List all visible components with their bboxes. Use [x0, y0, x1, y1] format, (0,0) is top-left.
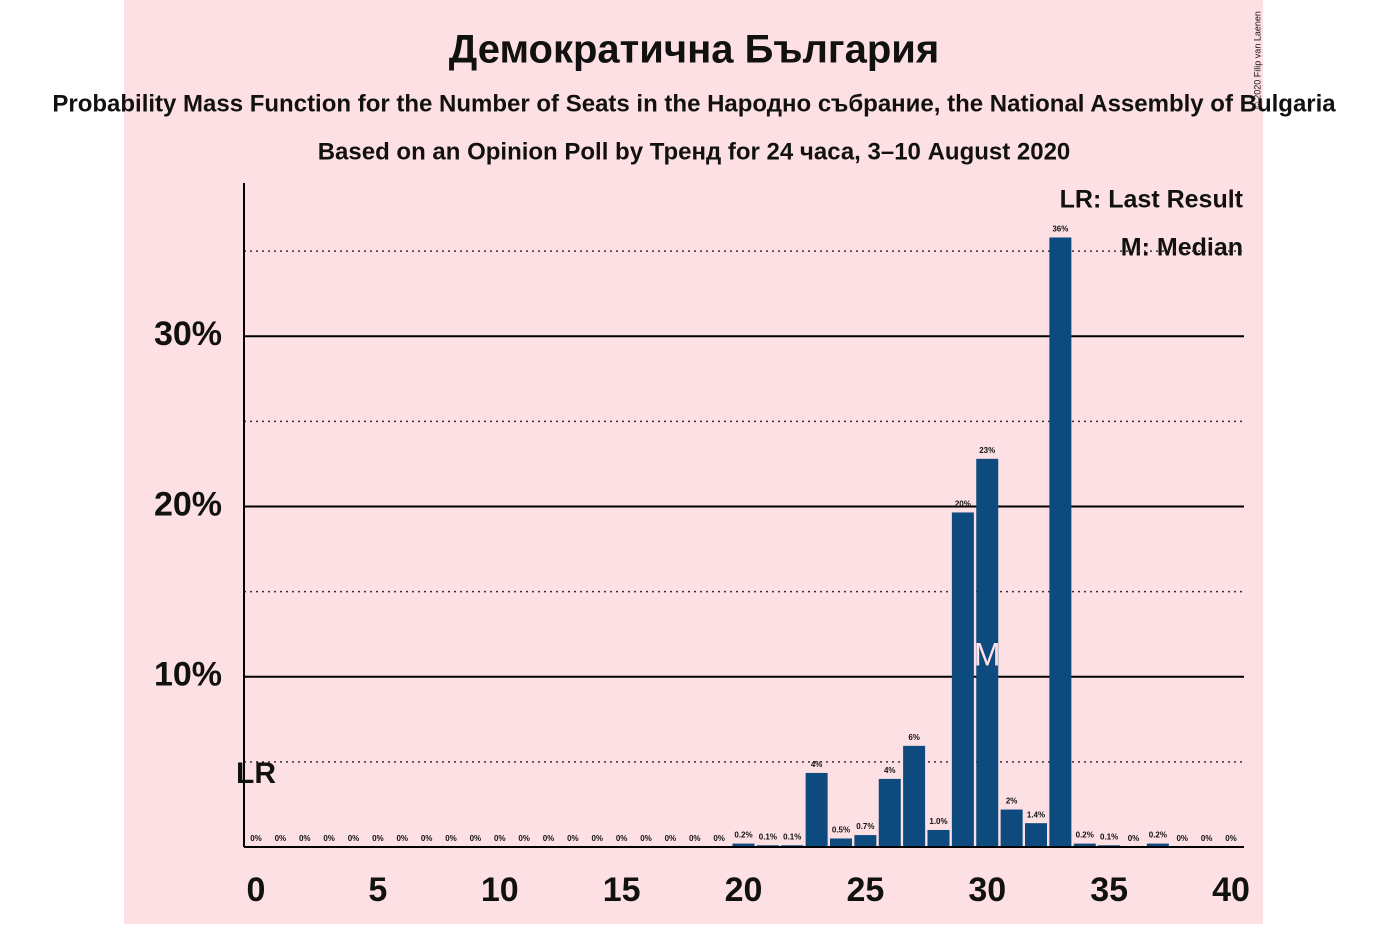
- x-tick-label: 15: [603, 871, 641, 909]
- value-label: 0%: [640, 834, 652, 843]
- y-tick-label: 20%: [154, 485, 222, 523]
- value-label: 0%: [396, 834, 408, 843]
- panel: [124, 0, 1263, 924]
- value-label: 0%: [543, 834, 555, 843]
- value-label: 0%: [616, 834, 628, 843]
- legend-entry: M: Median: [1121, 234, 1243, 262]
- value-label: 0.2%: [1076, 831, 1094, 840]
- value-label: 0%: [689, 834, 701, 843]
- value-label: 1.4%: [1027, 810, 1045, 819]
- bar: [878, 778, 901, 847]
- value-label: 0%: [665, 834, 677, 843]
- x-tick-label: 25: [846, 871, 884, 909]
- bar: [1049, 237, 1072, 847]
- x-tick-label: 35: [1090, 871, 1128, 909]
- value-label: 0%: [323, 834, 335, 843]
- value-label: 0%: [372, 834, 384, 843]
- value-label: 0%: [518, 834, 530, 843]
- chart-subtitle: Based on an Opinion Poll by Тренд for 24…: [318, 138, 1071, 165]
- value-label: 0%: [494, 834, 506, 843]
- bar: [951, 512, 974, 847]
- x-tick-label: 20: [725, 871, 763, 909]
- value-label: 0%: [275, 834, 287, 843]
- value-label: 2%: [1006, 797, 1018, 806]
- value-label: 0.1%: [783, 832, 801, 841]
- value-label: 0%: [1176, 834, 1188, 843]
- value-label: 0%: [348, 834, 360, 843]
- value-label: 0%: [250, 834, 262, 843]
- value-label: 4%: [884, 766, 896, 775]
- value-label: 0%: [421, 834, 433, 843]
- bar: [1073, 843, 1096, 847]
- value-label: 23%: [979, 446, 995, 455]
- bar: [1025, 823, 1047, 847]
- value-label: 0%: [567, 834, 579, 843]
- last-result-marker: LR: [236, 757, 276, 790]
- copyright: © 2020 Filip van Laenen: [1252, 11, 1262, 109]
- value-label: 4%: [811, 760, 823, 769]
- bar: [854, 835, 877, 847]
- median-marker: M: [974, 636, 1001, 672]
- x-tick-label: 10: [481, 871, 519, 909]
- value-label: 0%: [1128, 834, 1140, 843]
- value-label: 6%: [908, 733, 920, 742]
- value-label: 0.1%: [1100, 832, 1118, 841]
- bar: [732, 843, 755, 847]
- value-label: 0.7%: [856, 822, 874, 831]
- x-tick-label: 40: [1212, 871, 1250, 909]
- y-tick-label: 10%: [154, 656, 222, 694]
- value-label: 0.2%: [1149, 831, 1167, 840]
- value-label: 0%: [445, 834, 457, 843]
- value-label: 0%: [299, 834, 311, 843]
- bar: [830, 838, 852, 847]
- value-label: 20%: [955, 500, 971, 509]
- x-tick-label: 30: [968, 871, 1006, 909]
- value-label: 0%: [1225, 834, 1237, 843]
- value-label: 0%: [591, 834, 603, 843]
- bar: [805, 772, 828, 847]
- value-label: 36%: [1052, 225, 1068, 234]
- bar: [976, 458, 999, 847]
- y-tick-label: 30%: [154, 315, 222, 353]
- legend-entry: LR: Last Result: [1060, 186, 1244, 214]
- x-tick-label: 5: [368, 871, 387, 909]
- x-tick-label: 0: [247, 871, 266, 909]
- value-label: 0.1%: [759, 832, 777, 841]
- bar: [903, 745, 926, 847]
- chart-subtitle: Probability Mass Function for the Number…: [52, 90, 1336, 117]
- bar: [1146, 843, 1169, 847]
- value-label: 1.0%: [929, 817, 947, 826]
- value-label: 0.5%: [832, 826, 850, 835]
- value-label: 0%: [1201, 834, 1213, 843]
- value-label: 0%: [713, 834, 725, 843]
- value-label: 0%: [470, 834, 482, 843]
- bar: [927, 829, 950, 847]
- value-label: 0.2%: [734, 831, 752, 840]
- bar: [1000, 809, 1023, 847]
- chart-title: Демократична България: [449, 28, 939, 72]
